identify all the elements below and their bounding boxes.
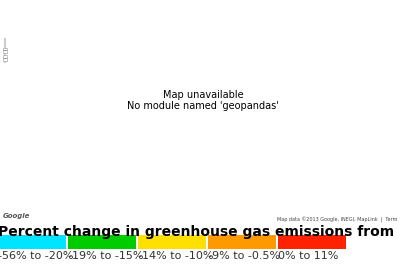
Text: -19% to -15%: -19% to -15% bbox=[68, 251, 144, 261]
Text: -56% to -20%: -56% to -20% bbox=[0, 251, 74, 261]
Bar bbox=[138, 235, 206, 249]
Text: Map unavailable
No module named 'geopandas': Map unavailable No module named 'geopand… bbox=[127, 90, 279, 111]
Text: −: − bbox=[3, 48, 7, 53]
Text: 0% to 11%: 0% to 11% bbox=[278, 251, 338, 261]
FancyBboxPatch shape bbox=[3, 48, 7, 53]
Bar bbox=[278, 235, 346, 249]
Bar bbox=[0, 235, 66, 249]
Text: −: − bbox=[3, 56, 7, 60]
Text: Map data ©2013 Google, INEGI, MapLink  |  Term: Map data ©2013 Google, INEGI, MapLink | … bbox=[276, 216, 397, 222]
Text: Google: Google bbox=[3, 213, 30, 219]
Bar bbox=[68, 235, 136, 249]
Text: -14% to -10%: -14% to -10% bbox=[138, 251, 214, 261]
Text: -9% to -0.5%: -9% to -0.5% bbox=[208, 251, 280, 261]
FancyBboxPatch shape bbox=[3, 55, 7, 61]
Bar bbox=[208, 235, 276, 249]
Text: Percent change in greenhouse gas emissions from powerplants, 2010-2012: Percent change in greenhouse gas emissio… bbox=[0, 225, 400, 239]
